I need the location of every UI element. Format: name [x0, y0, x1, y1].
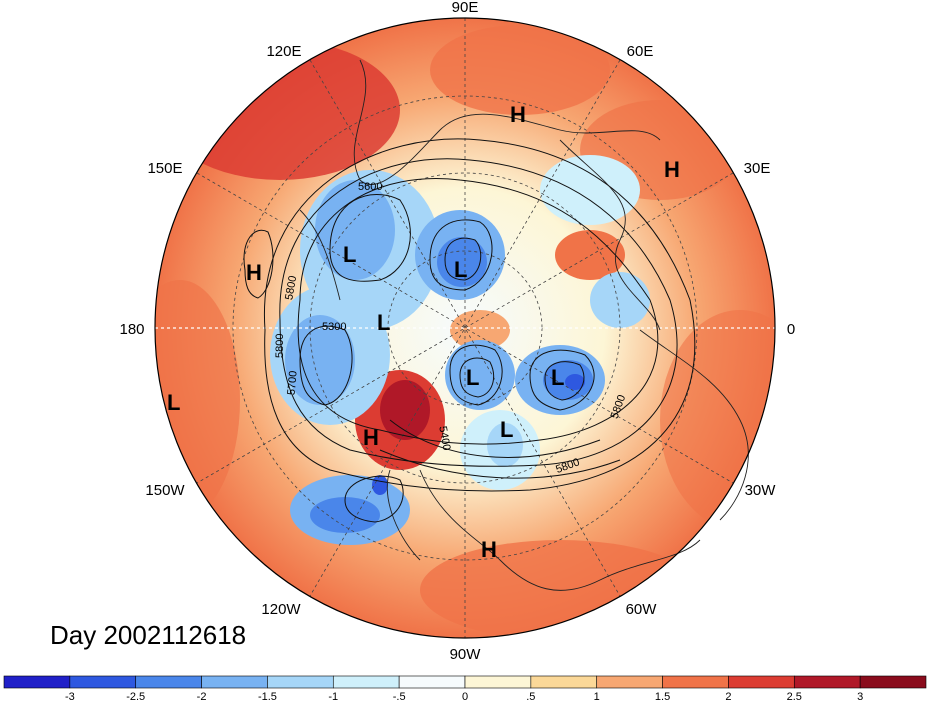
lon-label-60e: 60E: [627, 43, 654, 60]
low-center: L: [500, 417, 513, 442]
pressure-centers: H H H L L L L L L H L H: [167, 102, 680, 562]
colorbar-swatch: [201, 675, 268, 689]
colorbar-swatch: [464, 675, 532, 689]
graticule: [155, 18, 775, 638]
lon-label-30e: 30E: [744, 160, 771, 177]
colorbar-tick-label: -.5: [393, 691, 406, 702]
contour-label: 5800: [283, 275, 299, 301]
colorbar-tick-label: -2: [197, 691, 207, 702]
contour-label: 5800: [274, 334, 286, 358]
colorbar-swatch: [662, 675, 729, 689]
lon-label-0: 0: [787, 321, 795, 338]
colorbar-swatch: [728, 675, 795, 689]
lon-label-180: 180: [119, 321, 144, 338]
low-center: L: [343, 242, 356, 267]
date-title: Day 2002112618: [50, 620, 247, 650]
colorbar-tick-label: .5: [526, 691, 535, 702]
colorbar-swatch: [69, 675, 137, 689]
colorbar-swatch: [332, 675, 400, 689]
colorbar: -3 -2.5 -2 -1.5 -1 -.5 0 .5 1 1.5 2 2.5 3: [3, 675, 927, 702]
low-center: L: [466, 365, 479, 390]
contour-label: 5700: [286, 370, 300, 395]
colorbar-swatch: [596, 675, 663, 689]
high-center: H: [481, 537, 497, 562]
lon-label-90w: 90W: [450, 646, 482, 663]
high-center: H: [510, 102, 526, 127]
lon-label-90e: 90E: [452, 0, 479, 16]
colorbar-tick-label: -1: [328, 691, 338, 702]
colorbar-swatch: [267, 675, 334, 689]
colorbar-tick-label: 3: [857, 691, 863, 702]
colorbar-tick-label: 1: [594, 691, 600, 702]
anomaly-field: [155, 18, 775, 638]
colorbar-swatch: [530, 675, 598, 689]
low-center: L: [551, 365, 564, 390]
high-center: H: [664, 157, 680, 182]
colorbar-swatch: [135, 675, 202, 689]
colorbar-tick-label: -1.5: [258, 691, 277, 702]
lon-label-60w: 60W: [626, 601, 658, 618]
colorbar-swatch: [793, 675, 861, 689]
colorbar-tick-label: -3: [65, 691, 75, 702]
contour-label: 5300: [322, 321, 346, 333]
colorbar-tick-label: 0: [462, 691, 468, 702]
low-center: L: [377, 310, 390, 335]
colorbar-tick-label: 2.5: [787, 691, 802, 702]
lon-label-30w: 30W: [745, 482, 777, 499]
lon-label-120w: 120W: [261, 601, 301, 618]
coastlines: [299, 59, 749, 591]
colorbar-tick-label: 1.5: [655, 691, 670, 702]
colorbar-swatch: [3, 675, 71, 689]
colorbar-swatch: [859, 675, 927, 689]
colorbar-tick-label: -2.5: [126, 691, 145, 702]
lon-label-120e: 120E: [266, 43, 301, 60]
longitude-labels: 90E 60E 120E 30E 150E 0 180 30W 150W 60W…: [119, 0, 795, 663]
lon-label-150w: 150W: [145, 482, 185, 499]
colorbar-swatch: [398, 675, 466, 689]
contour-label: 5400: [436, 425, 452, 451]
map-boundary: [154, 17, 776, 639]
lon-label-150e: 150E: [147, 160, 182, 177]
low-center: L: [167, 390, 180, 415]
high-center: H: [363, 425, 379, 450]
low-center: L: [454, 257, 467, 282]
colorbar-tick-label: 2: [725, 691, 731, 702]
height-contours: [243, 138, 696, 523]
high-center: H: [246, 260, 262, 285]
contour-label: 5600: [358, 181, 382, 193]
